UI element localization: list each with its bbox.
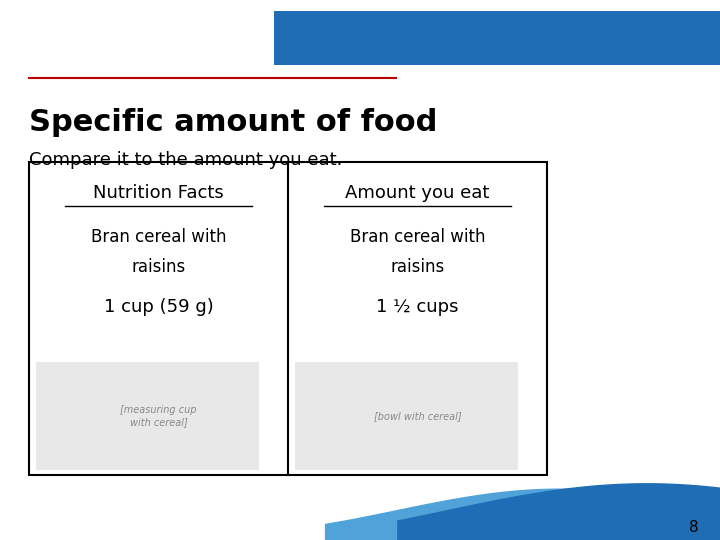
- Text: [bowl with cereal]: [bowl with cereal]: [374, 411, 462, 421]
- Text: 1 cup (59 g): 1 cup (59 g): [104, 298, 213, 316]
- Text: 1 ½ cups: 1 ½ cups: [377, 298, 459, 316]
- Text: Nutrition Facts: Nutrition Facts: [93, 184, 224, 201]
- Text: raisins: raisins: [390, 258, 445, 275]
- Text: Specific amount of food: Specific amount of food: [29, 108, 437, 137]
- Bar: [36, 362, 259, 470]
- Text: Compare it to the amount you eat.: Compare it to the amount you eat.: [29, 151, 342, 169]
- Text: Amount you eat: Amount you eat: [346, 184, 490, 201]
- Text: Bran cereal with: Bran cereal with: [91, 228, 226, 246]
- Text: raisins: raisins: [131, 258, 186, 275]
- Text: 8: 8: [689, 519, 698, 535]
- Bar: [295, 362, 518, 470]
- FancyBboxPatch shape: [274, 11, 720, 65]
- Bar: [29, 162, 547, 475]
- Text: Bran cereal with: Bran cereal with: [350, 228, 485, 246]
- Text: [measuring cup
with cereal]: [measuring cup with cereal]: [120, 405, 197, 427]
